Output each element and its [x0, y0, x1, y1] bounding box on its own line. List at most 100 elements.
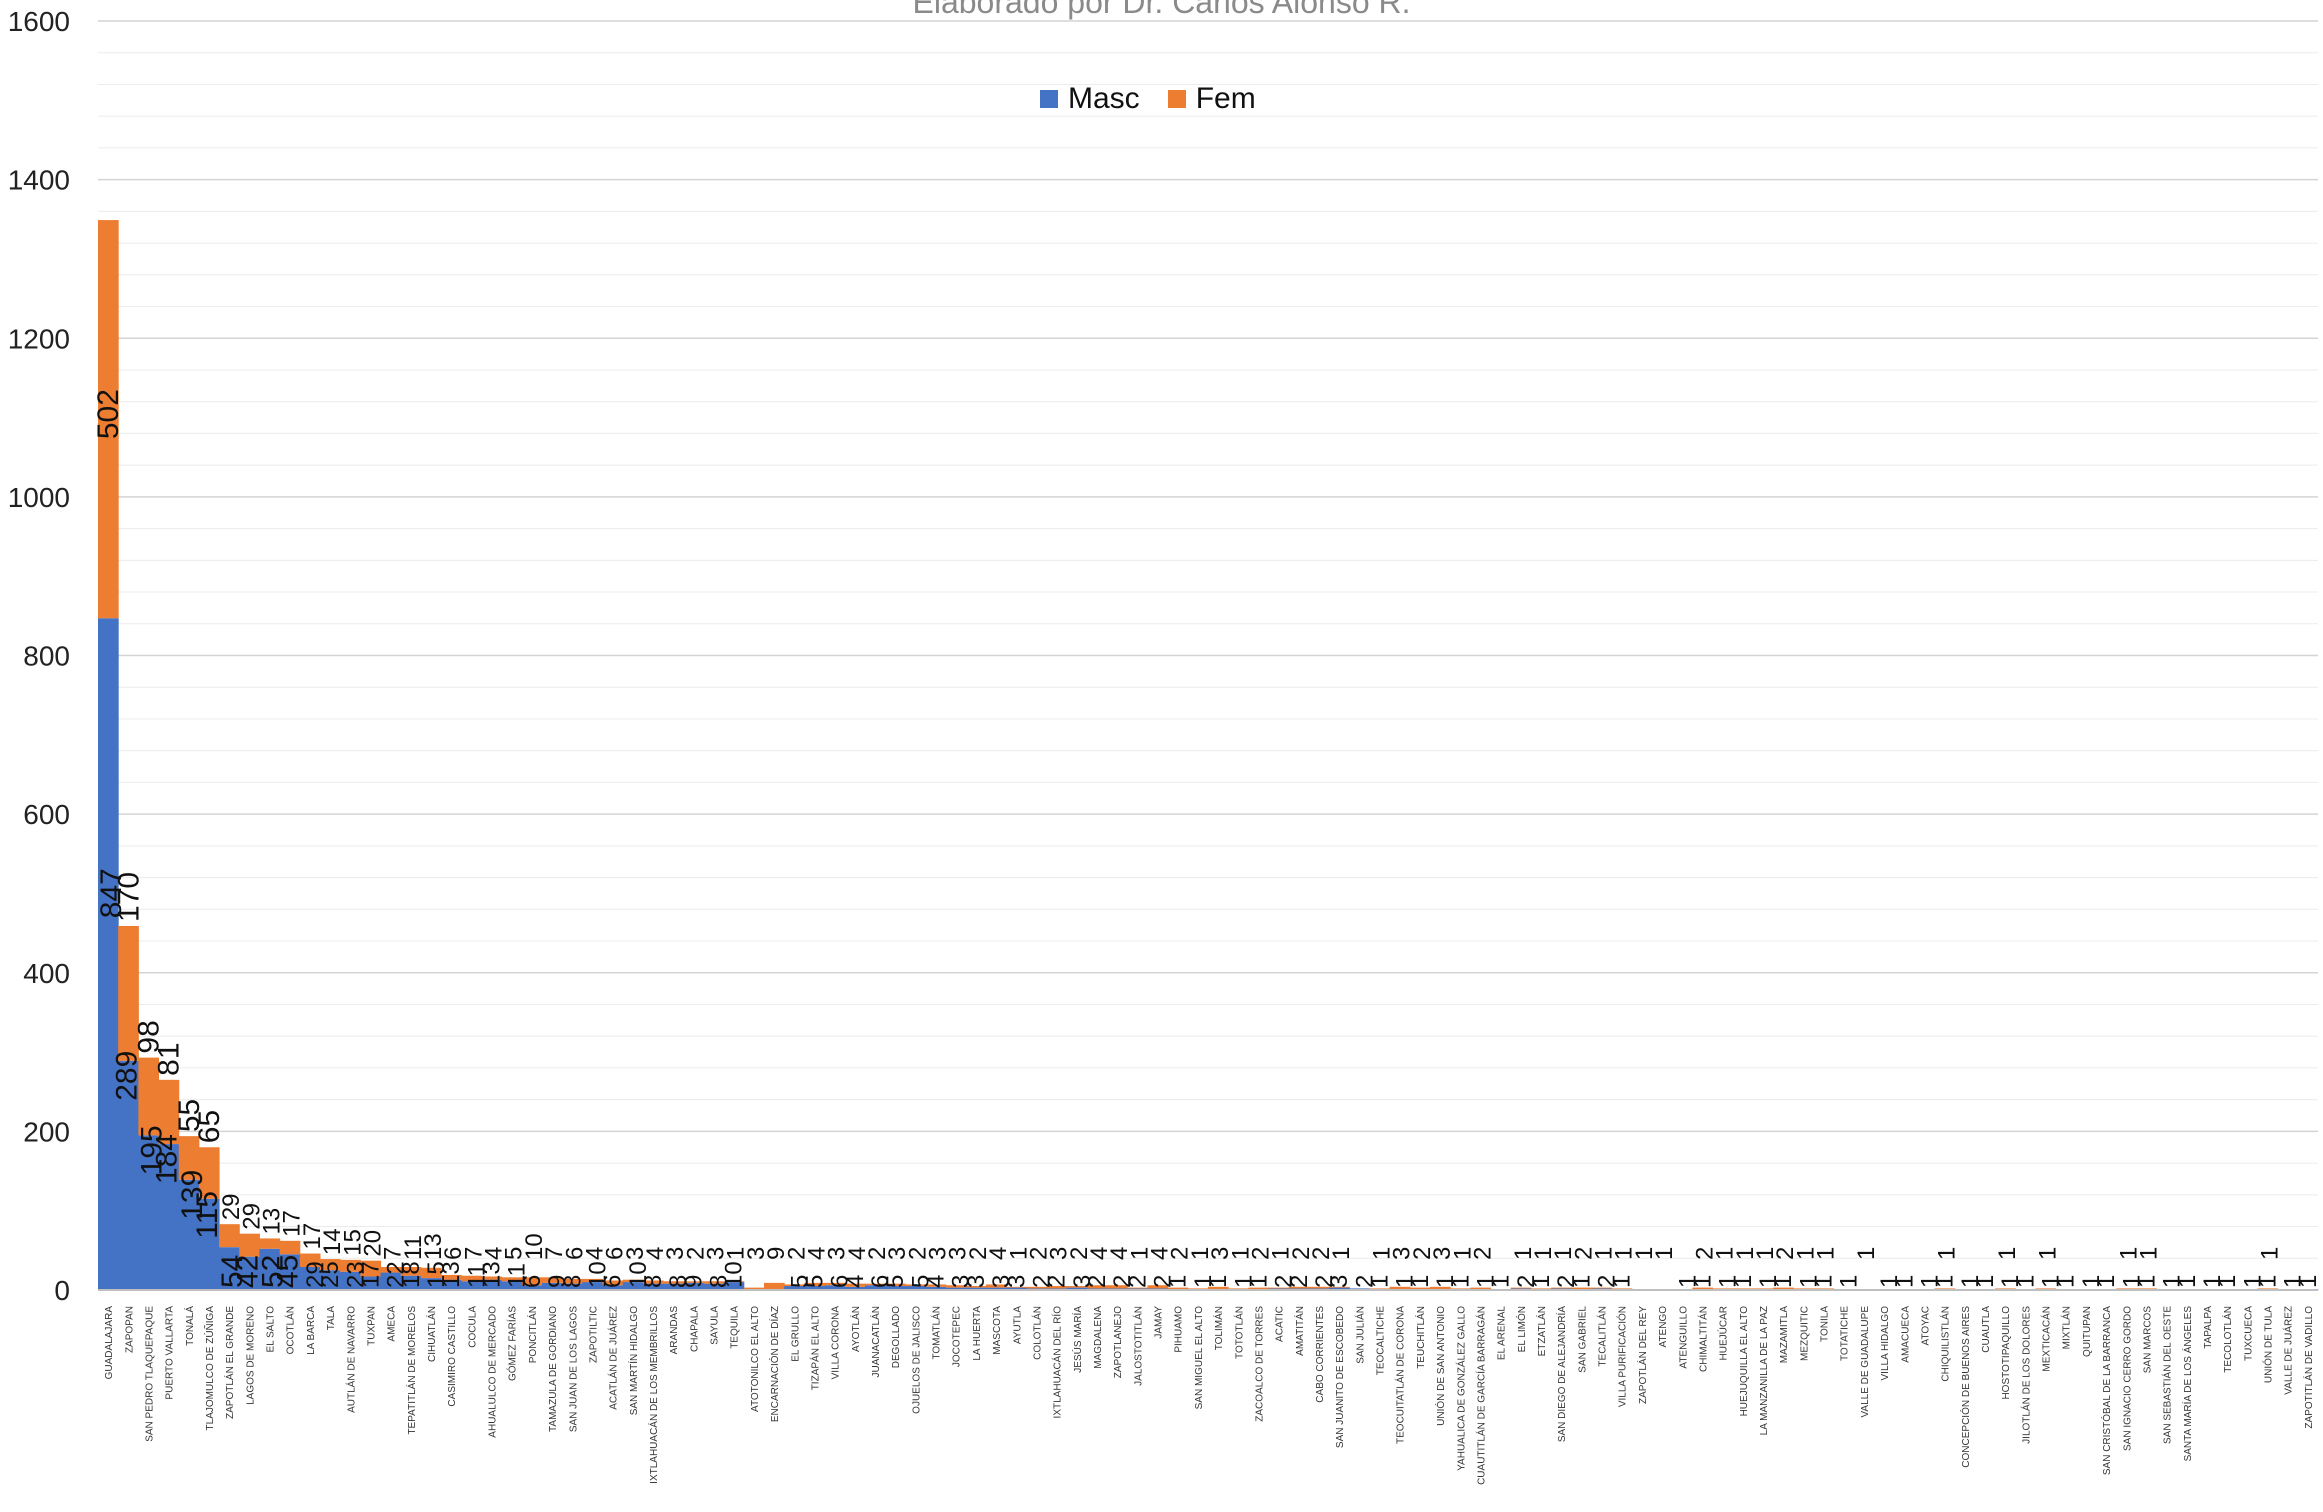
data-label-fem: 2 [1025, 1247, 1052, 1260]
data-label-masc: 9 [680, 1275, 707, 1288]
data-label-masc: 1 [1730, 1275, 1757, 1288]
x-tick-label: ZACOALCO DE TORRES [1254, 1306, 1265, 1422]
data-label-fem: 29 [238, 1203, 265, 1230]
bar-fem [299, 1253, 321, 1267]
bar-fem [804, 1282, 826, 1287]
data-label-masc: 1 [1165, 1275, 1192, 1288]
x-tick-label: SAN PEDRO TLAQUEPAQUE [144, 1306, 155, 1442]
x-tick-label: ACATIC [1275, 1306, 1286, 1342]
x-tick-label: LA MANZANILLA DE LA PAZ [1759, 1306, 1770, 1435]
bar-masc [925, 1286, 947, 1290]
data-label-fem: 3 [622, 1247, 649, 1260]
bar-fem [219, 1224, 240, 1248]
x-tick-label: SAN MARCOS [2142, 1306, 2153, 1374]
x-tick-label: TOTOTLÁN [1232, 1306, 1245, 1359]
x-tick-label: PONCITLÁN [526, 1306, 539, 1363]
x-tick-label: SAN SEBASTIÁN DEL OESTE [2161, 1306, 2174, 1444]
bar-fem [1389, 1286, 1411, 1290]
data-label-masc: 1 [1972, 1275, 1999, 1288]
data-label-masc: 9 [544, 1275, 571, 1288]
data-label-masc: 139 [176, 1170, 209, 1220]
x-tick-label: QUITUPAN [2082, 1306, 2093, 1357]
x-tick-label: CONCEPCIÓN DE BUENOS AIRES [1959, 1306, 1972, 1468]
bar-masc [98, 618, 119, 1290]
data-label-fem: 1 [1792, 1247, 1819, 1260]
data-label-fem: 55 [173, 1099, 206, 1132]
x-tick-label: CUAUTITLÁN DE GARCÍA BARRAGÁN [1474, 1306, 1487, 1485]
x-tick-label: TOMATLÁN [930, 1306, 943, 1360]
data-label-fem: 98 [132, 1020, 165, 1053]
data-label-masc: 2 [1028, 1275, 1055, 1288]
bar-fem [663, 1281, 684, 1284]
bar-fem [1046, 1286, 1068, 1289]
bar-fem [320, 1259, 341, 1271]
x-tick-label: CASIMIRO CASTILLO [447, 1306, 458, 1407]
legend-item-fem: Fem [1167, 82, 1256, 116]
x-tick-label: TEOCUITATLÁN DE CORONA [1394, 1306, 1407, 1444]
data-label-fem: 15 [339, 1229, 366, 1256]
bar-masc [663, 1283, 684, 1290]
bar-fem [1551, 1287, 1572, 1289]
bar-masc [885, 1286, 906, 1290]
x-tick-label: SAN MIGUEL EL ALTO [1194, 1306, 1205, 1410]
bar-fem [1470, 1287, 1492, 1290]
data-label-masc: 1 [1795, 1275, 1822, 1288]
data-label-masc: 2 [1553, 1275, 1580, 1288]
x-tick-label: AYUTLA [1012, 1306, 1023, 1344]
bar-fem [1773, 1287, 1794, 1290]
data-label-masc: 2 [1084, 1275, 1111, 1288]
data-label-masc: 1 [2174, 1275, 2201, 1288]
data-label-masc: 2 [1351, 1275, 1378, 1288]
data-label-masc: 1 [1447, 1275, 1474, 1288]
data-label-fem: 3 [1046, 1247, 1073, 1260]
bar-fem [1187, 1288, 1209, 1290]
y-tick-label: 0 [54, 1275, 70, 1306]
x-tick-label: TAPALPA [2203, 1306, 2214, 1349]
data-label-fem: 7 [541, 1247, 568, 1260]
bar-fem [683, 1281, 704, 1283]
grid-layer [98, 20, 2318, 1291]
x-tick-label: TECALITLÁN [1596, 1306, 1609, 1367]
data-label-fem: 3 [1429, 1247, 1456, 1260]
x-tick-label: UNIÓN DE TULA [2262, 1306, 2275, 1383]
data-label-masc: 17 [357, 1261, 384, 1288]
data-label-fem: 1 [1328, 1247, 1355, 1260]
bar-masc [582, 1282, 604, 1290]
bar-fem [178, 1136, 200, 1180]
data-label-fem: 1 [1530, 1247, 1557, 1260]
bar-fem [340, 1259, 361, 1272]
data-label-fem: 2 [965, 1247, 992, 1260]
bar-fem [1228, 1288, 1249, 1290]
bar-masc [219, 1247, 240, 1290]
bar-fem [1571, 1287, 1592, 1290]
bar-masc [299, 1266, 321, 1290]
data-label-fem: 2 [783, 1247, 810, 1260]
data-label-masc: 6 [519, 1275, 546, 1288]
data-label-fem: 3 [662, 1247, 689, 1260]
bar-masc [481, 1279, 503, 1290]
data-label-fem: 4 [1086, 1247, 1113, 1260]
data-label-masc: 1 [2199, 1275, 2226, 1288]
bar-fem [380, 1266, 402, 1273]
data-label-fem: 2 [1288, 1247, 1315, 1260]
bar-fem [1167, 1287, 1189, 1290]
x-tick-label: TAMAZULA DE GORDIANO [548, 1306, 559, 1432]
bar-fem [2035, 1288, 2057, 1290]
bar-fem [1208, 1286, 1229, 1290]
x-tick-label: ENCARNACIÓN DE DÍAZ [768, 1306, 781, 1422]
data-label-masc: 2 [1150, 1275, 1177, 1288]
bar-masc [320, 1270, 341, 1290]
data-label-masc: 1 [1916, 1275, 1943, 1288]
y-tick-label: 1200 [8, 323, 70, 354]
data-label-masc: 1 [2133, 1275, 2160, 1288]
data-label-masc: 289 [110, 1051, 143, 1101]
data-label-masc: 195 [135, 1125, 168, 1175]
x-tick-label: EL LIMÓN [1515, 1306, 1528, 1352]
data-label-masc: 4 [842, 1275, 869, 1288]
bar-fem [986, 1284, 1007, 1288]
data-label-masc: 5 [882, 1275, 909, 1288]
x-tick-label: TEQUILA [730, 1306, 741, 1349]
data-label-fem: 3 [703, 1247, 730, 1260]
data-label-fem: 13 [420, 1233, 447, 1260]
